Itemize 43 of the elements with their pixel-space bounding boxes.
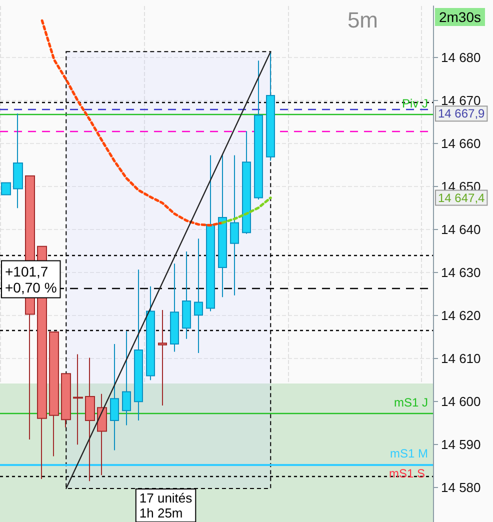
text: 14 667,9 [438, 106, 486, 121]
candlestick [254, 60, 263, 200]
ref-line-label: Piv J [402, 96, 428, 110]
y-tick-label: 14 670 [441, 93, 481, 108]
line-series [40, 19, 224, 227]
candlestick [85, 357, 95, 482]
candlestick [97, 393, 107, 476]
y-tick-label: 14 640 [441, 222, 481, 238]
line-series [221, 196, 272, 224]
y-tick-label: 14 660 [441, 136, 481, 152]
candlestick [49, 331, 59, 457]
ref-line-label: mS1 J [394, 396, 428, 410]
y-tick-label: 14 600 [441, 394, 481, 410]
candlestick [110, 343, 119, 451]
candlestick [230, 154, 239, 296]
chart-title: 5m [347, 8, 378, 32]
candlestick [242, 130, 251, 234]
y-tick-label: 14 610 [441, 351, 481, 366]
text: 2m30s [438, 9, 482, 25]
y-tick-label: 14 630 [441, 265, 481, 280]
annotation: mS1 S [388, 466, 426, 480]
text: 14 647,4 [438, 190, 486, 205]
candlestick [206, 154, 215, 312]
candlestick [73, 354, 83, 446]
candlestick [182, 251, 191, 340]
y-tick-label: 14 620 [441, 308, 481, 324]
y-tick-label: 14 580 [441, 480, 481, 496]
candlestick [1, 182, 11, 196]
candlestick [134, 269, 143, 422]
y-tick-label: 14 590 [441, 437, 481, 452]
candlestick [218, 154, 227, 298]
annotation: 17 unités 1h 25m [139, 490, 193, 520]
candlestick [13, 113, 23, 209]
annotation: +101,7 +0,70 % [5, 263, 57, 296]
candlestick [266, 51, 275, 162]
y-tick-label: 14 680 [441, 50, 481, 66]
candlestick [146, 286, 155, 381]
candlestick [170, 263, 179, 352]
candlestick [158, 310, 167, 406]
candlestick [194, 238, 203, 354]
candlestick [122, 330, 131, 426]
ref-line-label: mS1 M [390, 446, 428, 460]
candlestick [61, 373, 71, 428]
